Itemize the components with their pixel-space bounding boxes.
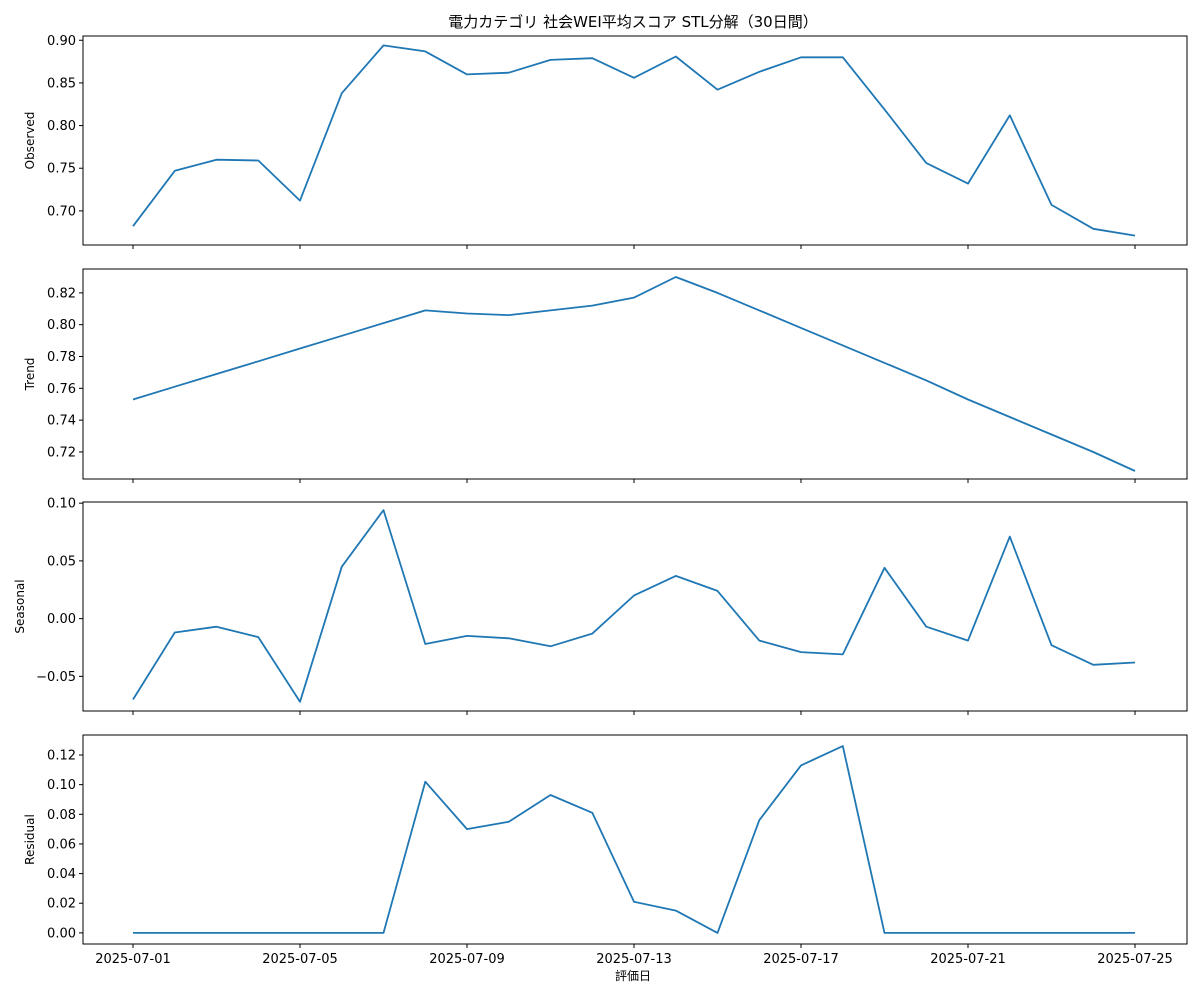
y-tick-label: 0.80 [47, 119, 76, 134]
y-tick-label: 0.05 [47, 554, 76, 569]
y-tick-label: 0.76 [47, 382, 76, 397]
panels-group: 0.70 0.75 0.80 0.85 0.90 Observed 0.72 0.74 0.76… [13, 34, 1188, 967]
x-tick-label: 2025-07-21 [930, 952, 1006, 967]
x-tick-label: 2025-07-09 [429, 952, 505, 967]
panel-residual: 0.00 0.02 0.04 0.06 0.08 0.10 0.12 2025-07-01 20… [23, 734, 1188, 967]
axes-frame [82, 734, 1188, 945]
y-tick-label: 0.70 [47, 204, 76, 219]
y-tick-label: 0.72 [47, 445, 76, 460]
series-line-observed [132, 44, 1136, 237]
y-tick-label: 0.82 [47, 286, 76, 301]
series-line-residual [133, 745, 1135, 934]
x-tick-label: 2025-07-13 [596, 952, 672, 967]
y-axis-label: Observed [23, 112, 37, 170]
x-tick-label: 2025-07-05 [262, 952, 338, 967]
y-tick-label: 0.12 [47, 749, 76, 764]
y-axis-label: Seasonal [13, 579, 27, 633]
y-tick-label: 0.74 [47, 414, 76, 429]
y-tick-label: 0.00 [47, 612, 76, 627]
y-tick-label: 0.78 [47, 350, 76, 365]
y-tick-label: 0.85 [47, 76, 76, 91]
panel-seasonal: −0.05 0.00 0.05 0.10 Seasonal [13, 497, 1188, 715]
y-tick-label: 0.75 [47, 162, 76, 177]
y-tick-label: 0.02 [47, 897, 76, 912]
y-tick-label: 0.90 [47, 34, 76, 49]
y-tick-label: 0.80 [47, 318, 76, 333]
x-axis-label: 評価日 [615, 968, 651, 983]
y-tick-label: −0.05 [36, 670, 76, 685]
x-tick-label: 2025-07-01 [95, 952, 171, 967]
series-line-seasonal [132, 509, 1136, 703]
y-tick-label: 0.04 [47, 867, 76, 882]
panel-observed: 0.70 0.75 0.80 0.85 0.90 Observed [23, 34, 1188, 249]
y-tick-label: 0.10 [47, 778, 76, 793]
y-tick-label: 0.00 [47, 926, 76, 941]
y-tick-label: 0.06 [47, 837, 76, 852]
x-tick-label: 2025-07-25 [1097, 952, 1173, 967]
axes-frame [82, 268, 1188, 480]
y-axis-label: Trend [23, 358, 37, 392]
axes-frame [82, 501, 1188, 712]
y-tick-label: 0.10 [47, 497, 76, 512]
panel-trend: 0.72 0.74 0.76 0.78 0.80 0.82 Trend [23, 268, 1188, 483]
chart-title: 電力カテゴリ 社会WEI平均スコア STL分解（30日間） [448, 13, 817, 31]
series-line-trend [132, 276, 1136, 472]
axes-frame [82, 35, 1188, 246]
y-tick-label: 0.08 [47, 808, 76, 823]
y-axis-label: Residual [23, 814, 37, 865]
x-tick-label: 2025-07-17 [763, 952, 839, 967]
